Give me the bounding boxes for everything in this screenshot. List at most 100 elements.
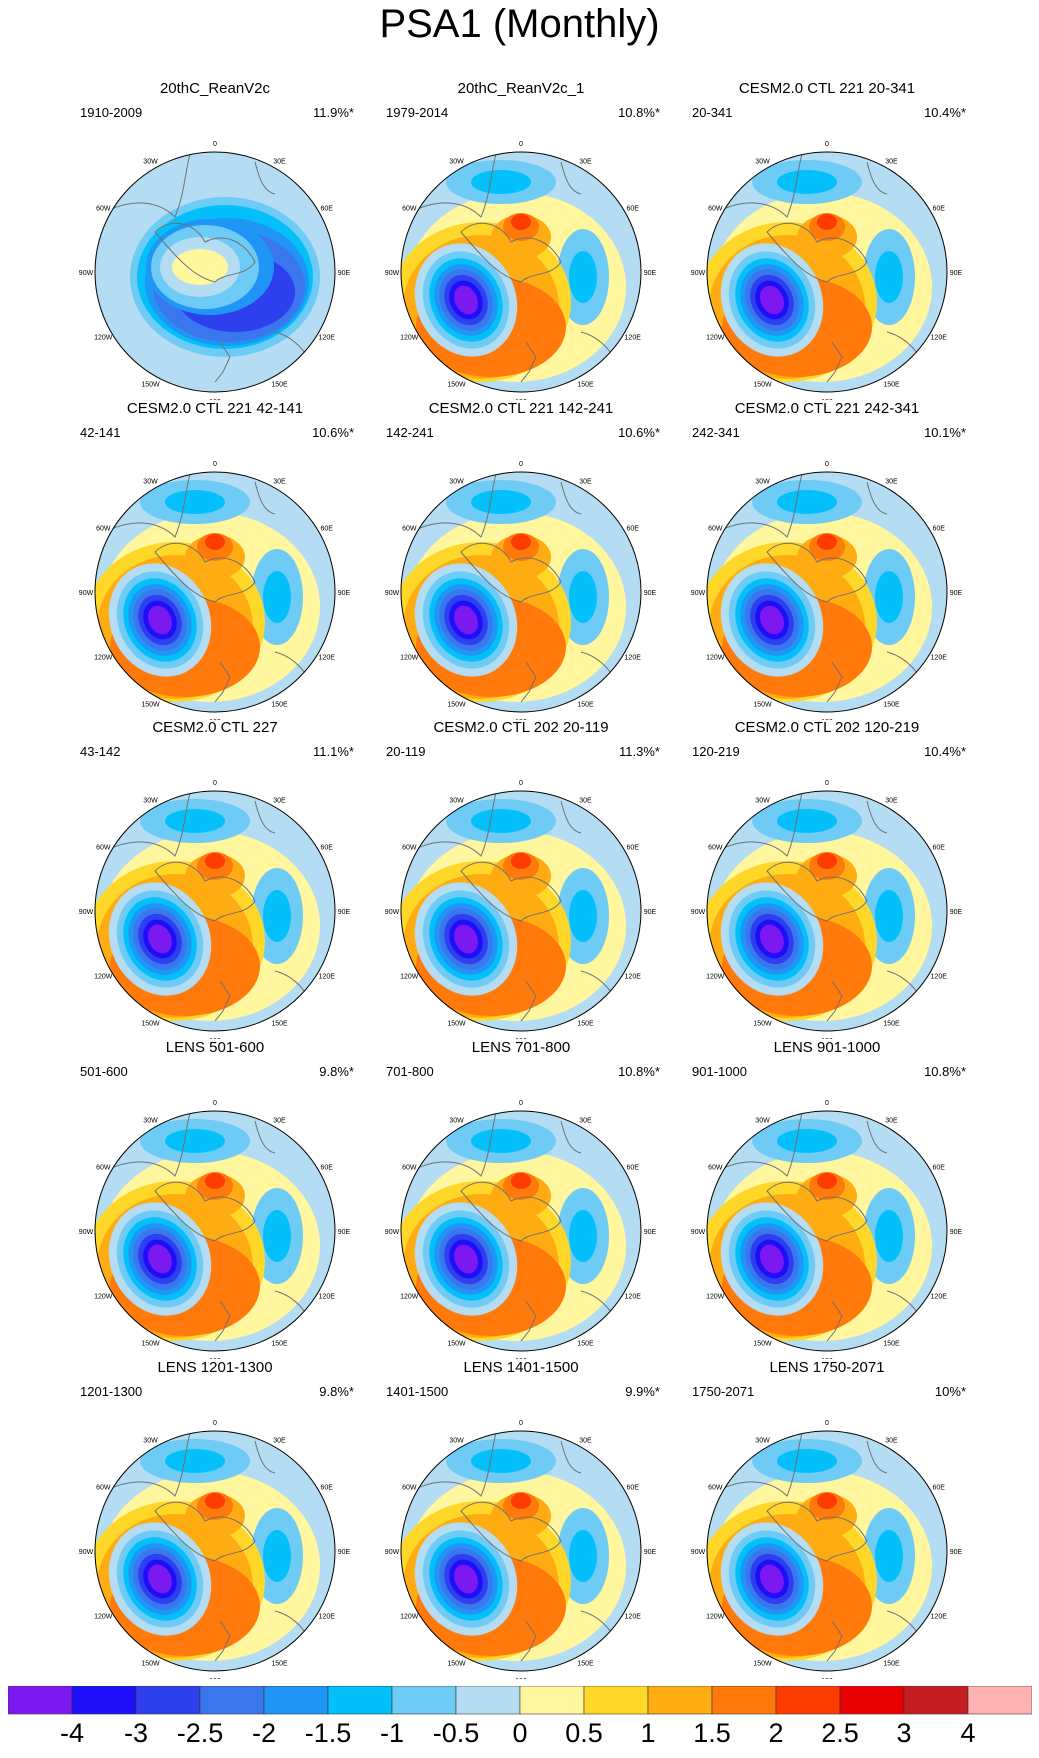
longitude-label: 90W [691, 909, 706, 916]
map-panel: LENS 501-600 501-600 9.8%* 0 30E 60E 90E 120E 15… [60, 1039, 370, 1359]
panel-title: LENS 501-600 [165, 1039, 265, 1056]
anomaly-field [401, 791, 641, 1031]
longitude-label: 120W [400, 1294, 419, 1301]
longitude-label: 30W [143, 1437, 158, 1444]
colorbar-tick-label: -2.5 [176, 1718, 224, 1748]
map-panel: LENS 701-800 701-800 10.8%* 0 30E 60E 90E 120E 1… [366, 1039, 676, 1359]
longitude-label: 150W [447, 1021, 466, 1028]
polar-map: 0 30E 60E 90E 120E 150E 180 150W 120W 90W 60W 30W [79, 780, 351, 1039]
longitude-label: 60E [320, 526, 333, 533]
map-border [706, 151, 948, 393]
longitude-label: 90W [385, 909, 400, 916]
colorbar-tick-label: -2 [251, 1718, 277, 1748]
longitude-label: 120W [94, 655, 113, 662]
panel-percent: 10.8%* [924, 1064, 966, 1079]
longitude-label: 0 [519, 1100, 523, 1107]
longitude-label: 60W [96, 206, 111, 213]
longitude-label: 90E [338, 590, 351, 597]
map-panel: CESM2.0 CTL 221 142-241 142-241 10.6%* 0 30E… [366, 400, 676, 720]
map-border [94, 471, 336, 713]
longitude-label: 150W [753, 382, 772, 389]
colorbar-tick-label: 2.5 [821, 1718, 859, 1748]
longitude-label: 30E [885, 158, 898, 165]
longitude-label: 150E [271, 702, 288, 709]
longitude-label: 0 [213, 1100, 217, 1107]
longitude-label: 150E [883, 1661, 900, 1668]
longitude-label: 30E [579, 1437, 592, 1444]
longitude-label: 90E [338, 1229, 351, 1236]
longitude-label: 90W [691, 1229, 706, 1236]
colorbar-box [199, 1686, 265, 1715]
longitude-label: 120E [625, 1614, 642, 1621]
longitude-label: 60E [626, 1485, 639, 1492]
map-panel: LENS 1750-2071 1750-2071 10%* 0 30E 60E 90E 120… [672, 1359, 982, 1679]
longitude-label: 60E [932, 206, 945, 213]
colorbar-tick-label: -1.5 [304, 1718, 352, 1748]
panel-title: 20thC_ReanV2c [159, 80, 271, 97]
panel-percent: 10.4%* [924, 105, 966, 120]
polar-map: 0 30E 60E 90E 120E 150E 180 150W 120W 90W 60W 30W [691, 1420, 963, 1679]
map-border [400, 471, 642, 713]
anomaly-field [707, 472, 947, 712]
longitude-label: 30E [885, 1437, 898, 1444]
main-title: PSA1 (Monthly) [379, 2, 660, 46]
longitude-label: 120W [706, 335, 725, 342]
longitude-label: 120W [400, 655, 419, 662]
map-border [400, 151, 642, 393]
panel-percent: 11.3%* [619, 744, 660, 759]
longitude-label: 150E [883, 1341, 900, 1348]
longitude-label: 150W [753, 702, 772, 709]
longitude-label: 150E [577, 1021, 594, 1028]
map-panel: CESM2.0 CTL 227 43-142 11.1%* 0 30E 60E 90E 120… [60, 719, 370, 1039]
longitude-label: 120E [319, 1294, 336, 1301]
colorbar-box [903, 1686, 969, 1715]
longitude-label: 150E [883, 1021, 900, 1028]
longitude-label: 150W [141, 1021, 160, 1028]
longitude-label: 180 [209, 1678, 221, 1679]
longitude-label: 30W [755, 1437, 770, 1444]
longitude-label: 90W [79, 1549, 94, 1556]
longitude-label: 150E [271, 1341, 288, 1348]
longitude-label: 150W [753, 1661, 772, 1668]
longitude-label: 180 [821, 1358, 833, 1359]
longitude-label: 60E [626, 845, 639, 852]
panel-percent: 10.6%* [618, 425, 660, 440]
colorbar-tick-label: 1.5 [693, 1718, 731, 1748]
longitude-label: 180 [821, 719, 833, 720]
colorbar-labels: -4 -3 -2.5 -2 -1.5 -1 -0.5 0 0.5 1 1.5 2 2.5 3 4 [0, 1718, 1039, 1758]
map-border [706, 1430, 948, 1672]
panel-period: 20-119 [386, 744, 426, 759]
longitude-label: 90W [79, 909, 94, 916]
longitude-label: 0 [213, 1420, 217, 1427]
colorbar-tick-label: -0.5 [432, 1718, 480, 1748]
longitude-label: 150W [141, 382, 160, 389]
polar-map: 0 30E 60E 90E 120E 150E 180 150W 120W 90W 60W 30W [691, 780, 963, 1039]
longitude-label: 150E [577, 382, 594, 389]
longitude-label: 30W [449, 1117, 464, 1124]
polar-map: 0 30E 60E 90E 120E 150E 180 150W 120W 90W 60W 30W [79, 1100, 351, 1359]
longitude-label: 0 [519, 1420, 523, 1427]
longitude-label: 30E [885, 797, 898, 804]
panel-period: 1201-1300 [80, 1384, 143, 1399]
longitude-label: 30E [579, 797, 592, 804]
longitude-label: 60W [708, 206, 723, 213]
longitude-label: 60E [626, 1165, 639, 1172]
panel-period: 20-341 [692, 105, 733, 120]
colorbar-box [8, 1686, 73, 1715]
longitude-label: 150W [141, 1661, 160, 1668]
map-panel: CESM2.0 CTL 221 242-341 242-341 10.1%* 0 30E… [672, 400, 982, 720]
panel-title: CESM2.0 CTL 202 20-119 [433, 719, 609, 736]
longitude-label: 90E [950, 590, 963, 597]
map-border [706, 790, 948, 1032]
longitude-label: 0 [825, 461, 829, 468]
anomaly-field [95, 791, 335, 1031]
polar-map: 0 30E 60E 90E 120E 150E 180 150W 120W 90W 60W 30W [691, 141, 963, 400]
longitude-label: 90E [950, 1549, 963, 1556]
longitude-label: 90W [385, 1229, 400, 1236]
longitude-label: 0 [825, 1100, 829, 1107]
longitude-label: 60E [320, 1165, 333, 1172]
longitude-label: 30W [143, 158, 158, 165]
map-panel: CESM2.0 CTL 202 20-119 20-119 11.3%* 0 30E 60… [366, 719, 676, 1039]
longitude-label: 150E [883, 702, 900, 709]
map-border [94, 151, 336, 393]
